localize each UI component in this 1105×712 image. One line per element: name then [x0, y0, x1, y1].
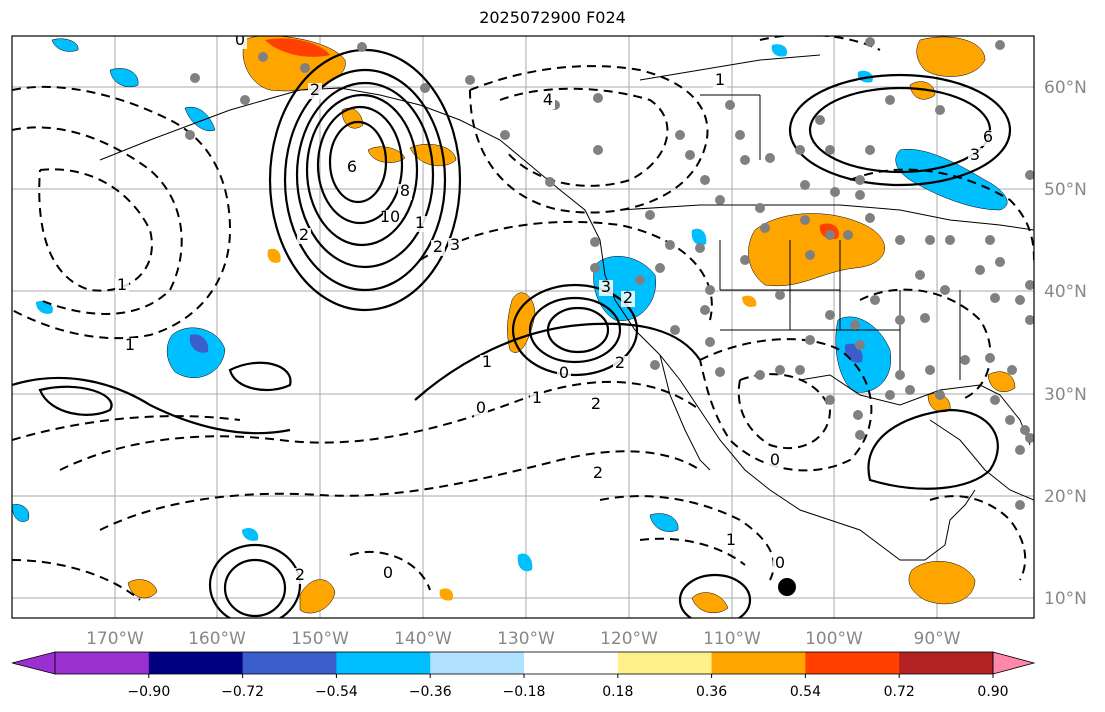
- contour-label: 2: [433, 237, 443, 256]
- contour-label: 0: [383, 563, 393, 582]
- contour-label: 1: [532, 388, 542, 407]
- map-title: 2025072900 F024: [479, 8, 626, 27]
- contour-label: 3: [970, 145, 980, 164]
- colorbar-tick-label: 0.90: [977, 684, 1008, 700]
- longitude-label: 130°W: [497, 629, 555, 649]
- contour-label: 2: [310, 80, 320, 99]
- longitude-label: 110°W: [703, 629, 761, 649]
- shaded-fields: [12, 36, 1016, 614]
- contour-labels: 0246810123211012210023210014263: [115, 30, 995, 584]
- contour-label: 2: [615, 353, 625, 372]
- colorbar-segment: [805, 652, 900, 674]
- contour-label: 1: [125, 335, 135, 354]
- colorbar-segment: [617, 652, 713, 674]
- longitude-label: 150°W: [291, 629, 349, 649]
- colorbar-tick-label: −0.36: [409, 684, 452, 700]
- colorbar-tick-label: 0.18: [602, 684, 633, 700]
- colorbar-tick-label: −0.18: [503, 684, 546, 700]
- contour-label: 6: [347, 157, 357, 176]
- contour-label: 2: [295, 565, 305, 584]
- colorbar-extend-low: [11, 651, 56, 675]
- contour-label: 0: [559, 363, 569, 382]
- contour-label: 0: [770, 450, 780, 469]
- contour-label: 1: [415, 213, 425, 232]
- colorbar-segment: [55, 652, 150, 674]
- colorbar-tick-label: 0.72: [884, 684, 915, 700]
- longitude-labels: 170°W 160°W 150°W 140°W 130°W 120°W 110°W 100°W…: [86, 629, 961, 649]
- latitude-label: 60°N: [1044, 78, 1087, 98]
- latitude-label: 10°N: [1044, 589, 1087, 609]
- contour-label: 1: [715, 70, 725, 89]
- contour-label: 8: [400, 181, 410, 200]
- colorbar-tick-label: −0.54: [315, 684, 358, 700]
- contour-label: 3: [601, 277, 611, 296]
- colorbar-segment: [524, 652, 619, 674]
- colorbar-segment: [148, 652, 244, 674]
- contour-label: 2: [591, 394, 601, 413]
- contour-label: 0: [775, 553, 785, 572]
- map-frame: [11, 35, 1035, 619]
- contour-label: 6: [983, 127, 993, 146]
- colorbar-tick-label: −0.90: [127, 684, 170, 700]
- longitude-label: 170°W: [86, 629, 144, 649]
- colorbar-tick-label: 0.36: [696, 684, 727, 700]
- longitude-label: 100°W: [805, 629, 863, 649]
- station-markers: [185, 37, 1034, 510]
- contour-label: 0: [235, 30, 245, 49]
- contour-label: 1: [726, 530, 736, 549]
- colorbar-segment: [430, 652, 525, 674]
- latitude-labels: 60°N 50°N 40°N 30°N 20°N 10°N: [1044, 78, 1087, 609]
- contour-label: 4: [543, 90, 553, 109]
- colorbar-extend-high: [992, 651, 1036, 675]
- contour-label: 2: [593, 463, 603, 482]
- contour-label: 10: [380, 207, 400, 226]
- colorbar-segment: [899, 652, 994, 674]
- longitude-label: 90°W: [914, 629, 961, 649]
- longitude-label: 160°W: [188, 629, 246, 649]
- contour-label: 3: [450, 235, 460, 254]
- colorbar-segment: [336, 652, 431, 674]
- colorbar-segment: [242, 652, 337, 674]
- contour-label: 1: [482, 352, 492, 371]
- latitude-label: 20°N: [1044, 487, 1087, 507]
- contour-label: 2: [299, 225, 309, 244]
- colorbar: −0.90 −0.72 −0.54 −0.36 −0.18 0.18 0.36 0.54 0.7…: [11, 651, 1036, 700]
- latitude-label: 40°N: [1044, 282, 1087, 302]
- contour-label: 2: [623, 288, 633, 307]
- colorbar-segment: [711, 652, 806, 674]
- map-panel: 0246810123211012210023210014263: [12, 30, 1034, 618]
- colorbar-tick-label: −0.72: [221, 684, 264, 700]
- point-marker: [778, 578, 796, 596]
- latitude-label: 30°N: [1044, 385, 1087, 405]
- colorbar-tick-label: 0.54: [790, 684, 821, 700]
- contour-label: 0: [476, 398, 486, 417]
- longitude-label: 120°W: [600, 629, 658, 649]
- latitude-label: 50°N: [1044, 180, 1087, 200]
- contour-label: 1: [117, 275, 127, 294]
- longitude-label: 140°W: [394, 629, 452, 649]
